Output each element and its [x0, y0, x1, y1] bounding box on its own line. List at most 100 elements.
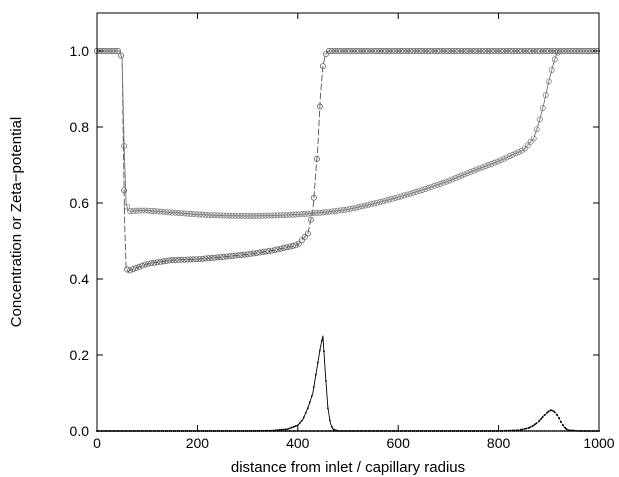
data-point: [563, 48, 570, 54]
data-point: [479, 164, 486, 171]
data-point: [371, 48, 378, 54]
data-point: [235, 252, 242, 259]
data-point: [404, 191, 411, 198]
data-point: [494, 158, 501, 165]
data-point: [518, 147, 525, 154]
data-point: [314, 373, 317, 376]
data-point: [530, 135, 537, 142]
data-point: [163, 257, 170, 264]
data-point: [537, 420, 540, 423]
data-point: [238, 251, 245, 258]
data-point: [130, 266, 137, 273]
data-point: [527, 48, 534, 54]
data-point: [109, 48, 116, 54]
data-point: [178, 256, 185, 263]
y-tick-label: 0.6: [70, 195, 90, 211]
data-point: [437, 180, 444, 187]
data-point: [539, 48, 546, 54]
data-point: [398, 48, 405, 54]
data-point: [521, 48, 528, 54]
data-point: [416, 187, 423, 194]
data-point: [217, 212, 224, 219]
data-point: [506, 48, 513, 54]
data-point: [319, 209, 326, 216]
data-point: [232, 212, 239, 219]
data-point: [500, 155, 507, 162]
data-point: [524, 142, 531, 149]
data-point: [172, 209, 179, 216]
data-point: [401, 48, 408, 54]
data-point: [473, 166, 480, 173]
data-point: [319, 63, 326, 70]
data-point: [344, 48, 350, 54]
data-point: [404, 48, 411, 54]
data-point: [440, 48, 447, 54]
data-point: [154, 208, 161, 215]
data-point: [166, 257, 173, 264]
data-point: [569, 48, 576, 54]
data-point: [118, 52, 125, 59]
data-point: [374, 199, 381, 206]
data-point: [527, 427, 530, 429]
data-point: [280, 428, 283, 431]
data-point: [362, 202, 369, 209]
data-point: [301, 210, 308, 217]
data-point: [434, 48, 441, 54]
data-point: [294, 425, 297, 427]
data-point: [461, 171, 468, 178]
data-point: [112, 48, 119, 54]
data-point: [365, 48, 372, 54]
data-point: [277, 212, 284, 219]
data-point: [518, 48, 525, 54]
data-point: [316, 361, 319, 364]
data-point: [482, 48, 489, 54]
data-point: [274, 212, 281, 219]
data-point: [205, 211, 212, 218]
data-point: [461, 48, 468, 54]
data-point: [521, 428, 524, 431]
data-point: [473, 48, 480, 54]
data-point: [392, 195, 399, 202]
data-point: [470, 167, 477, 174]
data-point: [244, 251, 251, 258]
data-point: [262, 212, 269, 219]
data-point: [551, 48, 558, 54]
data-point: [202, 255, 209, 262]
data-point: [328, 208, 335, 215]
data-point: [533, 126, 540, 133]
data-point: [389, 195, 396, 202]
data-point: [368, 201, 375, 208]
data-point: [338, 207, 344, 214]
data-point: [341, 206, 347, 213]
data-point: [193, 211, 200, 218]
data-point: [172, 256, 179, 263]
data-point: [585, 48, 591, 54]
data-point: [350, 205, 356, 212]
data-point: [482, 163, 489, 170]
data-point: [306, 407, 309, 410]
data-point: [328, 48, 335, 54]
data-point: [443, 48, 450, 54]
data-point: [527, 138, 534, 145]
data-point: [494, 48, 501, 54]
data-point: [283, 244, 290, 251]
data-point: [136, 207, 143, 214]
data-point: [503, 154, 510, 161]
data-point: [274, 246, 281, 253]
series-2: [96, 335, 600, 432]
data-point: [214, 212, 221, 219]
data-point: [392, 48, 399, 54]
data-point: [561, 424, 564, 426]
data-point: [531, 424, 534, 427]
series-line: [96, 409, 600, 432]
data-point: [256, 212, 263, 219]
data-point: [298, 422, 301, 424]
x-tick-label: 200: [186, 435, 210, 451]
data-point: [440, 179, 447, 186]
data-point: [344, 206, 350, 213]
data-point: [548, 67, 555, 73]
data-point: [425, 48, 432, 54]
data-point: [470, 48, 477, 54]
